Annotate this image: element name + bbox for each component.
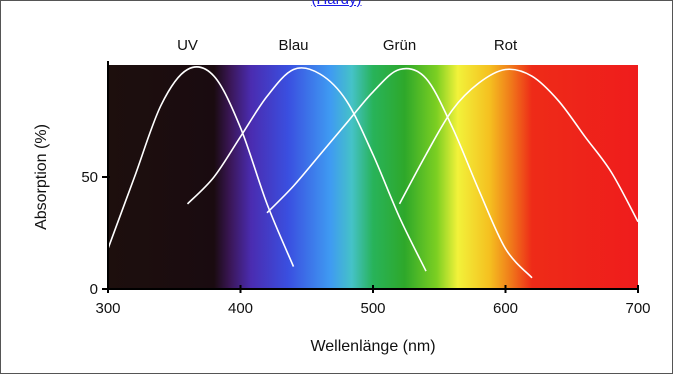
x-tick-label-2: 500: [360, 300, 385, 317]
spectrum-background: [108, 65, 638, 289]
y-tick-label-0: 0: [90, 281, 98, 298]
source-link[interactable]: (Hardy): [0, 0, 673, 8]
x-tick-label-4: 700: [625, 300, 650, 317]
x-tick-label-3: 600: [493, 300, 518, 317]
series-label-1: Blau: [278, 37, 308, 54]
series-label-3: Rot: [494, 37, 518, 54]
series-label-2: Grün: [383, 37, 416, 54]
series-line-3: [398, 68, 639, 223]
y-axis-title: Absorption (%): [33, 124, 50, 230]
series-line-0: [107, 66, 295, 267]
series-label-0: UV: [177, 37, 198, 54]
x-tick-label-1: 400: [228, 300, 253, 317]
series-line-1: [186, 67, 427, 272]
x-axis-title: Wellenlänge (nm): [310, 338, 435, 355]
x-tick-label-0: 300: [95, 300, 120, 317]
y-tick-label-1: 50: [81, 169, 98, 186]
series-line-2: [266, 67, 533, 279]
